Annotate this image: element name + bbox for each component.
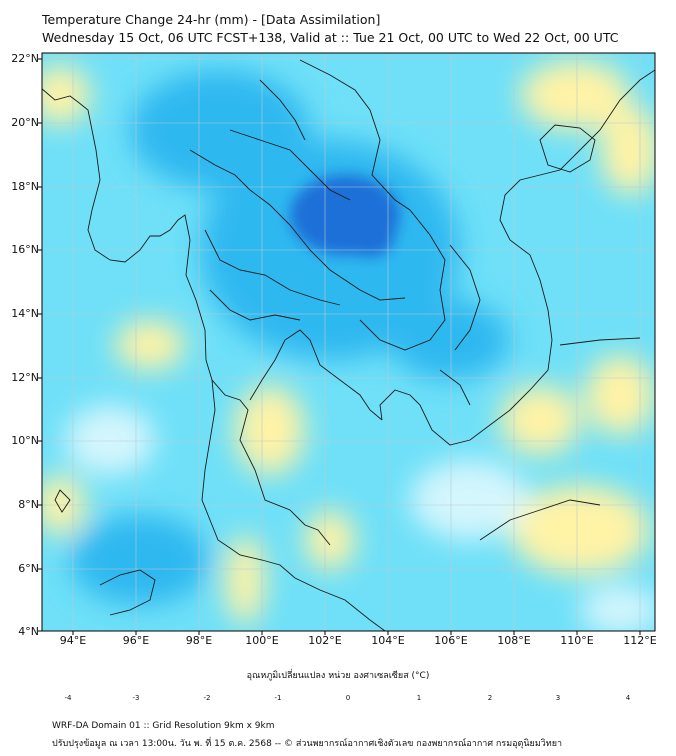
map-title: Temperature Change 24-hr (mm) - [Data As… [42,12,381,27]
map-subtitle: Wednesday 15 Oct, 06 UTC FCST+138, Valid… [42,30,619,45]
lon-label-96e: 96°E [122,634,150,647]
lat-label-18n: 18°N [11,180,39,193]
colorbar-tick: 4 [625,694,631,702]
coastlines-and-borders [42,59,655,631]
lat-label-16n: 16°N [11,243,39,256]
lat-label-12n: 12°N [11,371,39,384]
lon-label-110e: 110°E [560,634,594,647]
lat-label-4n: 4°N [18,625,39,638]
lat-label-10n: 10°N [11,434,39,447]
colorbar-tick: 2 [487,694,493,702]
lat-label-8n: 8°N [18,498,39,511]
lon-label-106e: 106°E [434,634,468,647]
lon-label-94e: 94°E [59,634,87,647]
lat-label-22n: 22°N [11,52,39,65]
lon-label-102e: 102°E [308,634,342,647]
colorbar-tick: -2 [203,694,211,702]
lon-label-98e: 98°E [185,634,213,647]
colorbar-tick: 0 [345,694,351,702]
lat-label-14n: 14°N [11,307,39,320]
lat-label-6n: 6°N [18,562,39,575]
lon-label-104e: 104°E [371,634,405,647]
temperature-field [42,53,655,631]
colorbar-tick: 3 [555,694,561,702]
lon-label-112e: 112°E [623,634,657,647]
plot-frame [41,52,656,632]
colorbar-tick: -3 [132,694,140,702]
map-figure [38,52,656,635]
footer-credit: ปรับปรุงข้อมูล ณ เวลา 13:00น. วัน พ. ที่… [52,739,563,749]
axis-ticks [38,58,641,635]
lon-label-108e: 108°E [497,634,531,647]
colorbar-title: อุณหภูมิเปลี่ยนแปลง หน่วย องศาเซลเซียส (… [246,671,430,681]
lat-label-20n: 20°N [11,116,39,129]
colorbar-tick: 1 [416,694,422,702]
lon-label-100e: 100°E [245,634,279,647]
colorbar-tick: -4 [64,694,72,702]
colorbar-tick: -1 [274,694,282,702]
graticule [42,53,655,631]
footer-model-info: WRF-DA Domain 01 :: Grid Resolution 9km … [52,721,275,731]
